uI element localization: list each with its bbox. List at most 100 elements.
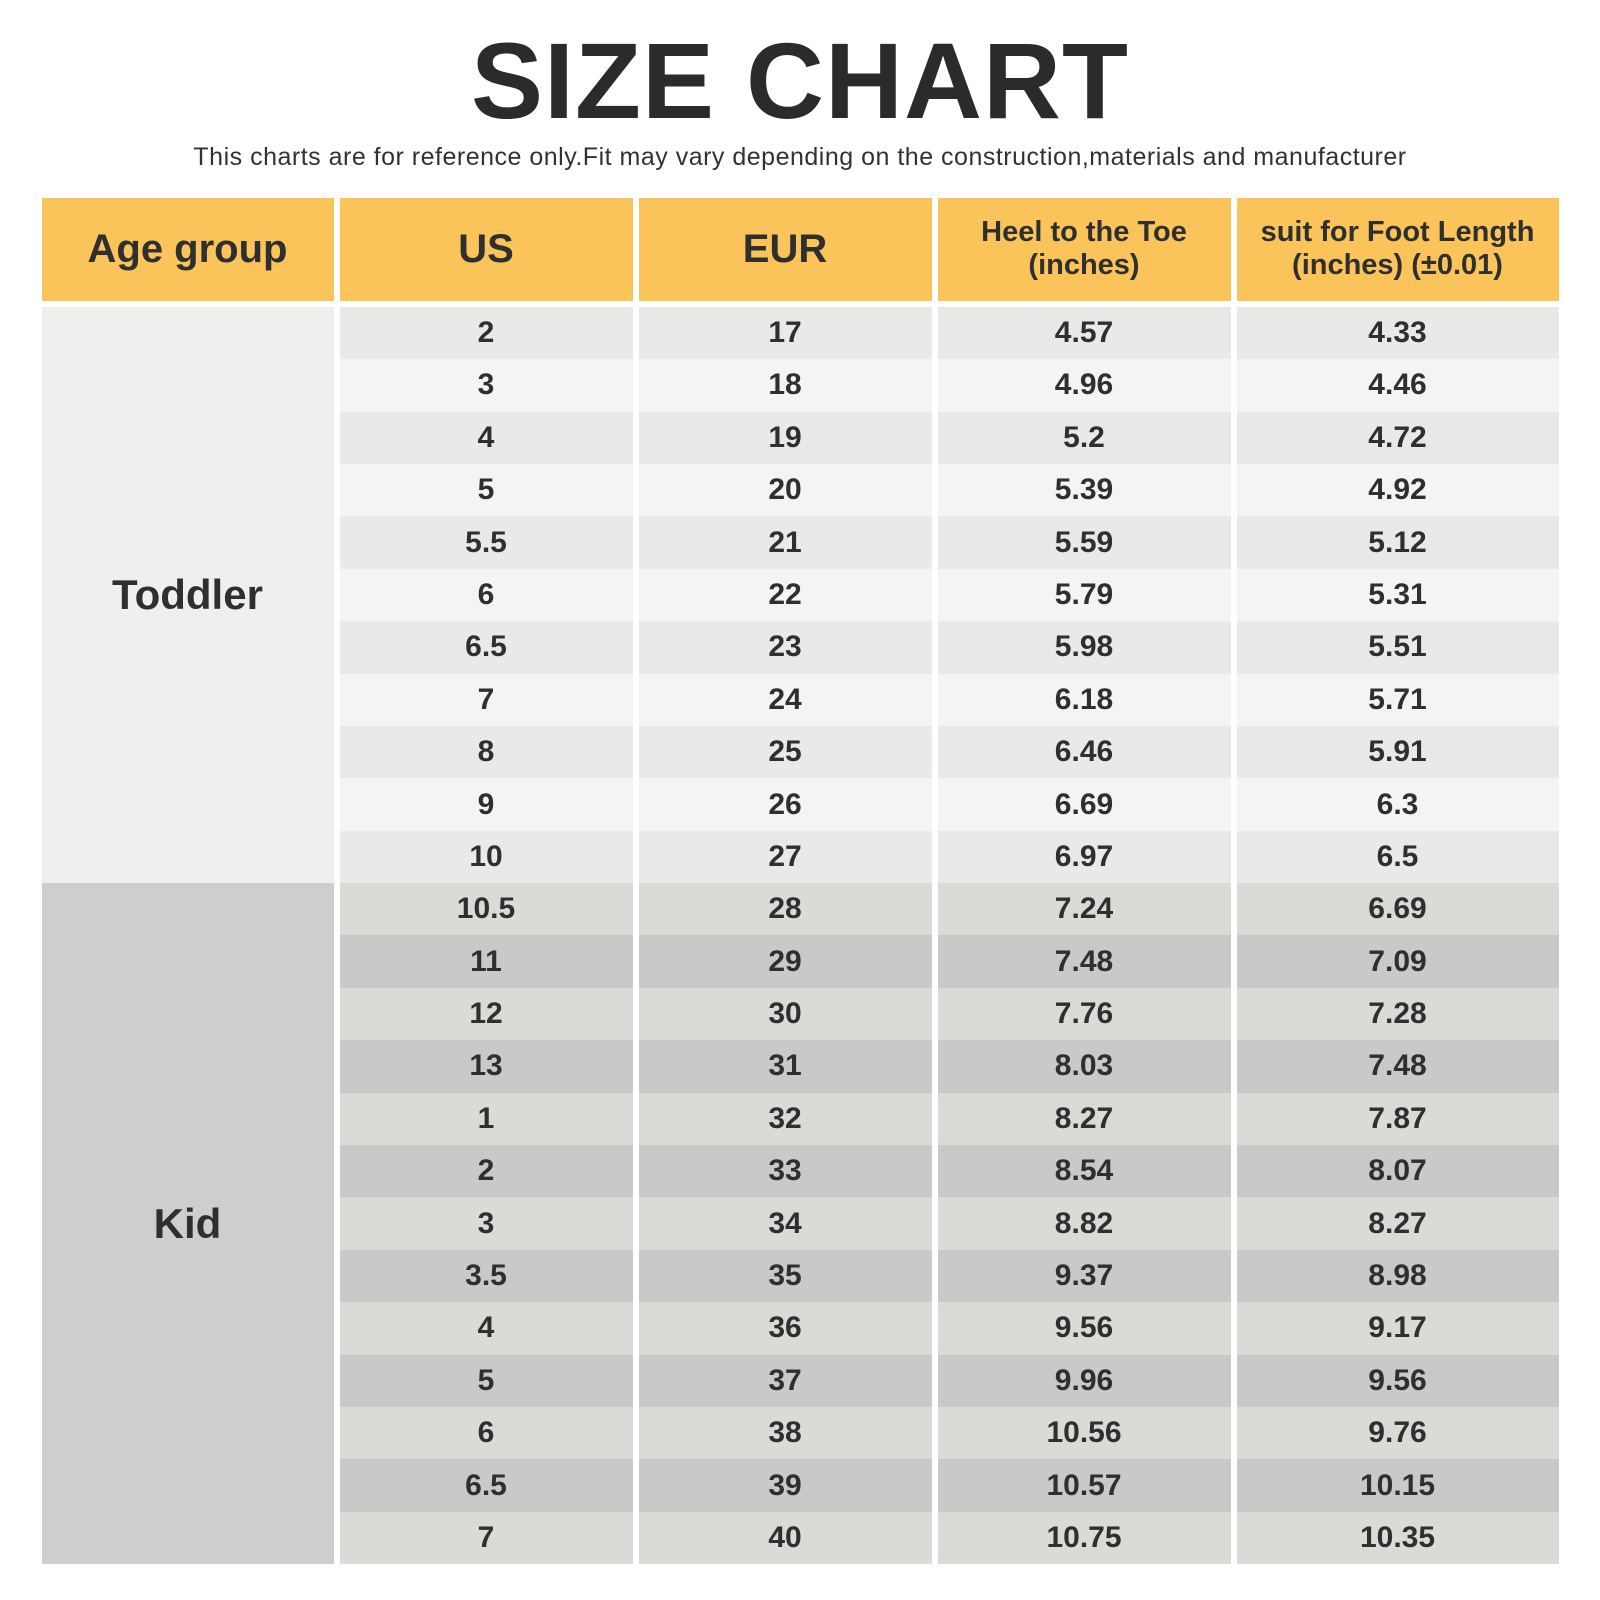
cell-heel-to-toe: 10.75 bbox=[937, 1511, 1231, 1565]
cell-heel-to-toe: 8.82 bbox=[937, 1197, 1231, 1250]
cell-eur: 21 bbox=[638, 516, 932, 569]
cell-us: 2 bbox=[339, 306, 633, 360]
cell-us: 2 bbox=[339, 1145, 633, 1198]
page-title: SIZE CHART bbox=[471, 20, 1129, 141]
cell-us: 3 bbox=[339, 359, 633, 412]
cell-eur: 22 bbox=[638, 568, 932, 622]
column-header-age-group: Age group bbox=[41, 197, 334, 307]
column-header-eur: EUR bbox=[638, 197, 932, 307]
page-subtitle: This charts are for reference only.Fit m… bbox=[193, 142, 1407, 171]
column-header-label: Heel to the Toe bbox=[981, 215, 1187, 248]
column-header-label: Age group bbox=[87, 227, 288, 272]
cell-foot-length: 8.98 bbox=[1236, 1249, 1559, 1303]
cell-eur: 28 bbox=[638, 883, 932, 936]
cell-eur: 26 bbox=[638, 778, 932, 831]
age-group-cell-kid: Kid bbox=[41, 883, 334, 1565]
cell-heel-to-toe: 10.57 bbox=[937, 1459, 1231, 1512]
cell-heel-to-toe: 4.96 bbox=[937, 359, 1231, 412]
cell-eur: 23 bbox=[638, 621, 932, 674]
cell-us: 7 bbox=[339, 1511, 633, 1565]
cell-foot-length: 5.71 bbox=[1236, 673, 1559, 726]
column-header-label: suit for Foot Length bbox=[1260, 215, 1535, 248]
cell-eur: 33 bbox=[638, 1145, 932, 1198]
cell-foot-length: 5.91 bbox=[1236, 725, 1559, 779]
cell-us: 6.5 bbox=[339, 1459, 633, 1512]
cell-us: 9 bbox=[339, 778, 633, 831]
cell-foot-length: 10.15 bbox=[1236, 1459, 1559, 1512]
cell-eur: 19 bbox=[638, 411, 932, 464]
cell-us: 6 bbox=[339, 568, 633, 622]
cell-eur: 35 bbox=[638, 1249, 932, 1303]
size-chart-page: SIZE CHART This charts are for reference… bbox=[0, 20, 1600, 1565]
column-header-sublabel: (inches) (±0.01) bbox=[1292, 249, 1503, 282]
column-header-us: US bbox=[339, 197, 633, 307]
cell-eur: 24 bbox=[638, 673, 932, 726]
cell-foot-length: 7.09 bbox=[1236, 935, 1559, 988]
cell-eur: 38 bbox=[638, 1407, 932, 1460]
cell-foot-length: 5.51 bbox=[1236, 621, 1559, 674]
cell-eur: 25 bbox=[638, 725, 932, 779]
cell-heel-to-toe: 9.37 bbox=[937, 1249, 1231, 1303]
cell-foot-length: 9.56 bbox=[1236, 1354, 1559, 1407]
cell-us: 4 bbox=[339, 1302, 633, 1355]
cell-foot-length: 10.35 bbox=[1236, 1511, 1559, 1565]
cell-eur: 29 bbox=[638, 935, 932, 988]
cell-eur: 32 bbox=[638, 1092, 932, 1146]
cell-heel-to-toe: 9.56 bbox=[937, 1302, 1231, 1355]
cell-foot-length: 4.92 bbox=[1236, 463, 1559, 517]
cell-heel-to-toe: 5.98 bbox=[937, 621, 1231, 674]
cell-us: 8 bbox=[339, 725, 633, 779]
cell-foot-length: 6.3 bbox=[1236, 778, 1559, 831]
cell-heel-to-toe: 7.24 bbox=[937, 883, 1231, 936]
cell-us: 12 bbox=[339, 987, 633, 1041]
cell-foot-length: 9.17 bbox=[1236, 1302, 1559, 1355]
size-chart-table: Age group US EUR Heel to the Toe (inches) sui… bbox=[41, 197, 1559, 1565]
cell-foot-length: 4.33 bbox=[1236, 306, 1559, 360]
cell-us: 5.5 bbox=[339, 516, 633, 569]
cell-heel-to-toe: 9.96 bbox=[937, 1354, 1231, 1407]
cell-eur: 36 bbox=[638, 1302, 932, 1355]
cell-us: 5 bbox=[339, 463, 633, 517]
cell-heel-to-toe: 7.76 bbox=[937, 987, 1231, 1041]
cell-heel-to-toe: 8.03 bbox=[937, 1040, 1231, 1093]
cell-heel-to-toe: 4.57 bbox=[937, 306, 1231, 360]
cell-heel-to-toe: 5.59 bbox=[937, 516, 1231, 569]
cell-us: 3 bbox=[339, 1197, 633, 1250]
cell-heel-to-toe: 6.97 bbox=[937, 830, 1231, 884]
cell-us: 10 bbox=[339, 830, 633, 884]
cell-foot-length: 7.48 bbox=[1236, 1040, 1559, 1093]
column-header-foot-length: suit for Foot Length (inches) (±0.01) bbox=[1236, 197, 1559, 307]
cell-eur: 17 bbox=[638, 306, 932, 360]
cell-eur: 37 bbox=[638, 1354, 932, 1407]
column-header-sublabel: (inches) bbox=[1028, 249, 1140, 282]
cell-foot-length: 9.76 bbox=[1236, 1407, 1559, 1460]
cell-eur: 30 bbox=[638, 987, 932, 1041]
cell-us: 6.5 bbox=[339, 621, 633, 674]
cell-eur: 40 bbox=[638, 1511, 932, 1565]
cell-heel-to-toe: 5.2 bbox=[937, 411, 1231, 464]
cell-eur: 39 bbox=[638, 1459, 932, 1512]
column-header-label: EUR bbox=[742, 227, 828, 272]
cell-foot-length: 7.28 bbox=[1236, 987, 1559, 1041]
cell-foot-length: 8.27 bbox=[1236, 1197, 1559, 1250]
cell-eur: 20 bbox=[638, 463, 932, 517]
cell-eur: 18 bbox=[638, 359, 932, 412]
cell-foot-length: 5.12 bbox=[1236, 516, 1559, 569]
cell-heel-to-toe: 6.18 bbox=[937, 673, 1231, 726]
cell-heel-to-toe: 8.54 bbox=[937, 1145, 1231, 1198]
cell-heel-to-toe: 8.27 bbox=[937, 1092, 1231, 1146]
cell-us: 5 bbox=[339, 1354, 633, 1407]
age-group-cell-toddler: Toddler bbox=[41, 306, 334, 884]
cell-us: 13 bbox=[339, 1040, 633, 1093]
cell-us: 6 bbox=[339, 1407, 633, 1460]
cell-foot-length: 7.87 bbox=[1236, 1092, 1559, 1146]
cell-eur: 27 bbox=[638, 830, 932, 884]
cell-heel-to-toe: 6.46 bbox=[937, 725, 1231, 779]
cell-us: 1 bbox=[339, 1092, 633, 1146]
cell-foot-length: 4.46 bbox=[1236, 359, 1559, 412]
cell-eur: 34 bbox=[638, 1197, 932, 1250]
cell-foot-length: 8.07 bbox=[1236, 1145, 1559, 1198]
cell-heel-to-toe: 7.48 bbox=[937, 935, 1231, 988]
cell-heel-to-toe: 5.79 bbox=[937, 568, 1231, 622]
column-header-heel-to-toe: Heel to the Toe (inches) bbox=[937, 197, 1231, 307]
